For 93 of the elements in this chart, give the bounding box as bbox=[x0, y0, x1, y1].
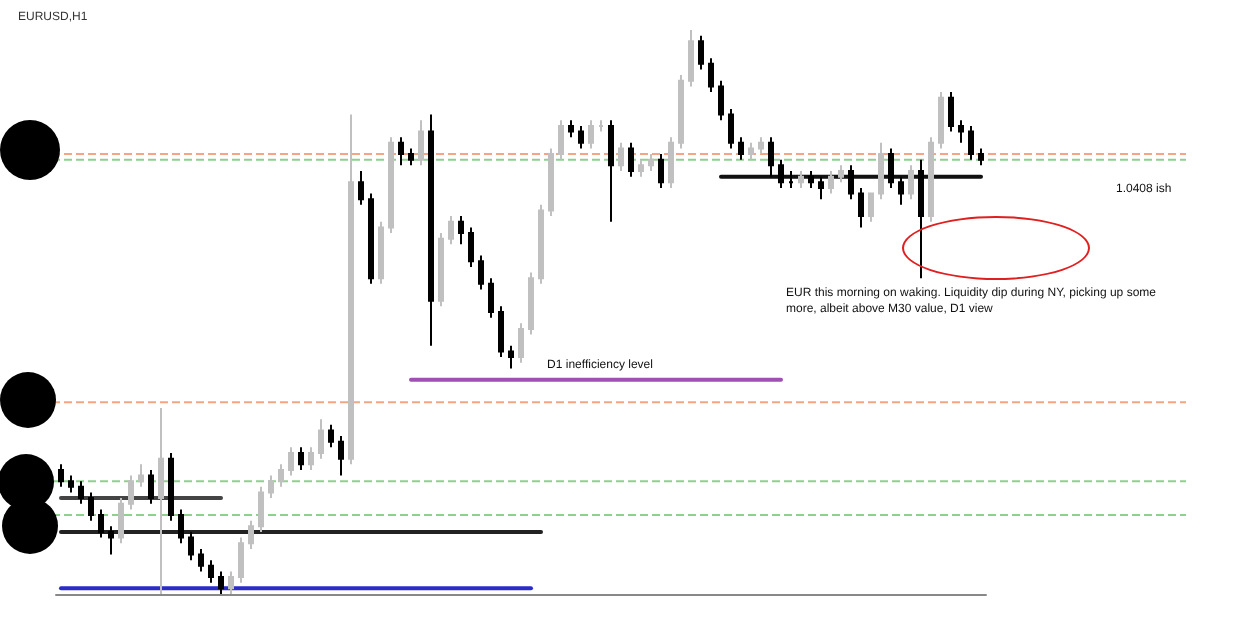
candlestick bbox=[488, 277, 494, 319]
candlestick bbox=[938, 91, 944, 150]
candlestick bbox=[498, 305, 504, 359]
candlestick bbox=[138, 463, 144, 488]
candlestick bbox=[388, 136, 394, 235]
candlestick bbox=[148, 468, 154, 505]
candlestick bbox=[888, 147, 894, 189]
candlestick bbox=[768, 136, 774, 178]
candlestick bbox=[528, 271, 534, 336]
candlestick bbox=[68, 474, 74, 494]
candlestick bbox=[328, 423, 334, 449]
candlestick bbox=[458, 215, 464, 246]
candlestick bbox=[598, 119, 604, 133]
candlestick bbox=[298, 446, 304, 471]
candlestick bbox=[258, 485, 264, 533]
candlestick bbox=[708, 57, 714, 94]
candlestick bbox=[978, 147, 984, 167]
candlestick bbox=[408, 147, 414, 167]
candlestick bbox=[968, 124, 974, 161]
candlestick bbox=[608, 119, 614, 223]
candlestick bbox=[398, 136, 404, 167]
candlestick bbox=[678, 74, 684, 150]
candlestick bbox=[798, 170, 804, 189]
candlestick bbox=[98, 508, 104, 539]
candlestick bbox=[858, 186, 864, 229]
candlestick bbox=[838, 164, 844, 184]
candlestick bbox=[418, 119, 424, 167]
candlestick bbox=[778, 158, 784, 189]
candlestick bbox=[868, 192, 874, 223]
candlestick bbox=[698, 34, 704, 71]
candlestick bbox=[848, 164, 854, 201]
candlestick bbox=[928, 136, 934, 223]
candlestick bbox=[878, 141, 884, 201]
candlestick bbox=[518, 322, 524, 364]
candlestick bbox=[78, 480, 84, 505]
candlestick bbox=[58, 463, 64, 488]
candlestick bbox=[548, 147, 554, 218]
candlestick bbox=[728, 107, 734, 150]
candlestick bbox=[308, 446, 314, 471]
candlestick bbox=[738, 136, 744, 161]
candlestick bbox=[438, 232, 444, 308]
candlestick bbox=[748, 141, 754, 161]
candlestick bbox=[788, 170, 794, 189]
candlestick bbox=[578, 124, 584, 150]
candlestick bbox=[828, 170, 834, 195]
candlestick bbox=[428, 113, 434, 347]
candlestick bbox=[318, 418, 324, 460]
candlestick bbox=[348, 113, 354, 466]
candlestick bbox=[448, 215, 454, 246]
candlestick bbox=[818, 175, 824, 201]
candlestick bbox=[668, 136, 674, 189]
candlestick bbox=[238, 536, 244, 584]
candlestick bbox=[188, 530, 194, 562]
candlestick bbox=[168, 452, 174, 522]
candlestick bbox=[648, 153, 654, 172]
candlestick bbox=[108, 525, 114, 556]
candlestick bbox=[688, 29, 694, 88]
candlestick bbox=[178, 508, 184, 545]
candlestick bbox=[288, 446, 294, 477]
candlestick bbox=[198, 547, 204, 573]
candlestick bbox=[908, 164, 914, 201]
candlestick bbox=[468, 226, 474, 268]
candlestick bbox=[218, 570, 224, 595]
candlestick bbox=[538, 203, 544, 285]
candlestick bbox=[88, 491, 94, 522]
candlestick bbox=[338, 435, 344, 477]
candlestick bbox=[558, 119, 564, 161]
candlestick bbox=[588, 119, 594, 150]
candlestick bbox=[618, 141, 624, 172]
candlestick bbox=[808, 170, 814, 189]
candlestick bbox=[118, 497, 124, 545]
candlestick bbox=[508, 344, 514, 370]
candlestick bbox=[958, 119, 964, 144]
candlestick bbox=[358, 170, 364, 206]
candlestick bbox=[568, 119, 574, 139]
candlestick bbox=[918, 158, 924, 280]
candlestick bbox=[628, 141, 634, 178]
candlestick bbox=[478, 254, 484, 291]
candlestick bbox=[268, 474, 274, 500]
candlestick bbox=[128, 474, 134, 511]
candlestick bbox=[228, 570, 234, 595]
candlestick bbox=[208, 559, 214, 584]
candlestick bbox=[658, 153, 664, 189]
candlestick bbox=[718, 79, 724, 122]
candlestick bbox=[278, 463, 284, 488]
candlestick bbox=[378, 220, 384, 285]
candlestick bbox=[638, 158, 644, 178]
candlestick bbox=[948, 91, 954, 133]
candlestick bbox=[158, 406, 164, 595]
candlestick bbox=[898, 175, 904, 206]
candlestick bbox=[758, 136, 764, 156]
candlestick bbox=[248, 519, 254, 550]
candlestick bbox=[368, 192, 374, 285]
